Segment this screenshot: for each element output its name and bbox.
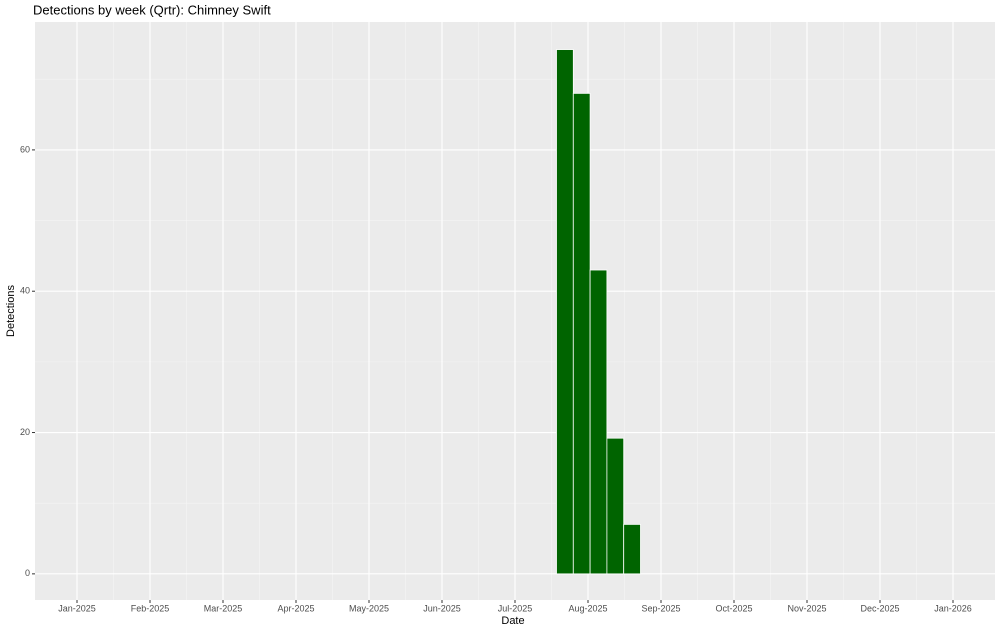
y-tick-label: 0 <box>25 568 30 578</box>
bar <box>606 437 625 575</box>
x-tick-label: Dec-2025 <box>860 603 899 613</box>
x-tick-label: Sep-2025 <box>641 603 680 613</box>
x-tick-label: Oct-2025 <box>715 603 752 613</box>
x-tick-label: Apr-2025 <box>277 603 314 613</box>
x-tick-label: May-2025 <box>349 603 389 613</box>
bar <box>589 269 608 575</box>
x-tick-label: Nov-2025 <box>787 603 826 613</box>
x-axis-label: Date <box>501 615 524 627</box>
y-tick-label: 20 <box>20 427 30 437</box>
x-tick-label: Aug-2025 <box>568 603 607 613</box>
y-axis-label: Detections <box>5 285 17 337</box>
x-tick-label: Feb-2025 <box>131 603 170 613</box>
y-tick-label: 40 <box>20 286 30 296</box>
y-tick-label: 60 <box>20 144 30 154</box>
x-tick-label: Jan-2025 <box>58 603 96 613</box>
x-tick-label: Mar-2025 <box>204 603 243 613</box>
bar <box>623 523 641 575</box>
x-tick-label: Jan-2026 <box>934 603 972 613</box>
bar <box>556 49 574 575</box>
x-tick-label: Jul-2025 <box>498 603 533 613</box>
bar <box>572 92 591 575</box>
chart-title: Detections by week (Qrtr): Chimney Swift <box>33 2 271 17</box>
x-tick-label: Jun-2025 <box>423 603 461 613</box>
